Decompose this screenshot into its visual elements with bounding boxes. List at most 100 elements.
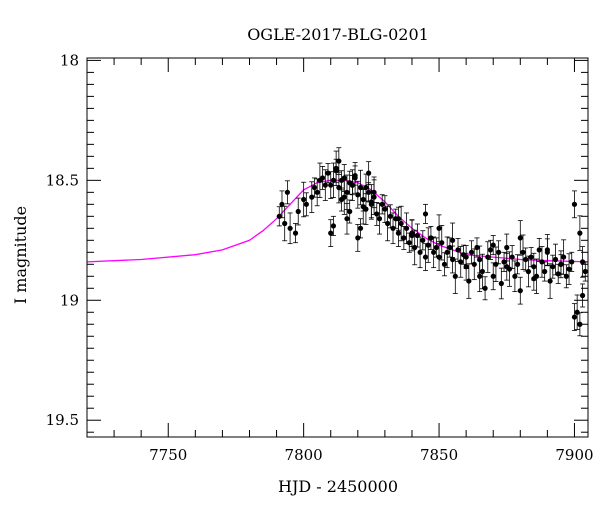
data-point	[357, 169, 364, 206]
data-point	[395, 206, 402, 231]
data-point	[544, 234, 550, 266]
data-point	[490, 235, 496, 256]
data-point	[311, 177, 318, 198]
data-point	[479, 253, 485, 290]
data-point	[433, 237, 439, 258]
data-point	[577, 312, 583, 337]
data-point	[490, 262, 496, 291]
data-point	[436, 214, 442, 243]
data-point	[493, 246, 499, 282]
data-point	[301, 181, 307, 218]
data-point	[320, 166, 326, 190]
data-point	[425, 227, 431, 263]
data-point	[355, 224, 361, 252]
data-point	[292, 223, 299, 244]
data-point	[504, 252, 510, 281]
model-curve-layer	[86, 179, 589, 263]
data-point	[322, 169, 328, 201]
data-point	[561, 239, 567, 275]
data-point	[455, 237, 461, 262]
y-tick-label: 18.5	[46, 171, 79, 189]
data-point	[398, 205, 404, 242]
data-point	[577, 215, 583, 251]
data-point	[390, 212, 396, 245]
data-point	[566, 253, 572, 285]
data-point	[366, 161, 372, 186]
tick-labels: 7750 7800 7850 7900 18 18.5 19 19.5	[46, 51, 594, 464]
data-point	[509, 245, 515, 270]
x-tick-label: 7800	[285, 446, 323, 464]
data-point	[428, 225, 434, 250]
data-point	[330, 215, 337, 236]
data-point	[336, 147, 342, 175]
data-point	[555, 263, 561, 284]
plot-frame	[86, 57, 589, 438]
data-point	[569, 251, 575, 272]
data-point	[295, 197, 301, 226]
data-point	[542, 261, 548, 282]
data-point	[303, 192, 309, 217]
data-point	[287, 212, 293, 245]
data-point	[506, 251, 513, 287]
data-point	[422, 203, 429, 224]
data-point	[344, 202, 350, 235]
data-point	[474, 237, 480, 258]
data-point	[282, 205, 288, 242]
data-point	[444, 236, 450, 269]
data-point	[487, 239, 494, 260]
observations-layer	[276, 147, 588, 337]
data-point	[371, 176, 377, 209]
data-point	[328, 219, 334, 247]
y-tick-label: 18	[60, 51, 79, 69]
chart-title: OGLE-2017-BLG-0201	[247, 25, 429, 44]
data-point	[498, 267, 504, 300]
model-curve	[86, 179, 589, 263]
data-point	[533, 258, 540, 294]
data-point	[485, 241, 491, 273]
data-point	[357, 218, 364, 239]
data-point	[379, 194, 385, 215]
data-point	[441, 252, 448, 277]
data-point	[347, 199, 353, 224]
data-point	[352, 162, 358, 194]
data-point	[547, 263, 553, 299]
data-point	[368, 184, 374, 220]
y-axis-label: I magnitude	[11, 206, 30, 304]
data-point	[517, 220, 523, 256]
data-point	[422, 243, 429, 271]
data-point	[517, 276, 523, 305]
data-point	[579, 246, 586, 278]
data-point	[417, 236, 423, 269]
data-point	[363, 173, 369, 202]
data-point	[550, 254, 556, 279]
data-point	[284, 180, 290, 205]
data-point	[330, 162, 337, 199]
data-point	[552, 243, 559, 276]
data-point	[309, 181, 315, 213]
axis-ticks	[86, 58, 588, 437]
data-point	[582, 261, 588, 282]
data-point	[360, 189, 366, 225]
data-point	[571, 190, 578, 219]
data-point	[414, 223, 420, 248]
data-point	[458, 246, 464, 278]
y-tick-label: 19.5	[46, 411, 79, 429]
data-point	[374, 202, 380, 226]
data-point	[463, 245, 469, 270]
data-point	[512, 260, 518, 293]
data-point	[276, 206, 282, 227]
data-point	[477, 260, 483, 293]
data-point	[525, 255, 532, 288]
data-point	[496, 240, 502, 265]
data-point	[466, 263, 472, 299]
data-point	[431, 236, 437, 269]
data-point	[539, 246, 545, 278]
data-point	[349, 175, 355, 196]
x-tick-label: 7750	[149, 446, 187, 464]
data-point	[412, 229, 418, 266]
data-point	[420, 230, 426, 251]
y-tick-label: 19	[60, 291, 79, 309]
data-point	[528, 247, 534, 268]
data-point	[514, 254, 521, 275]
